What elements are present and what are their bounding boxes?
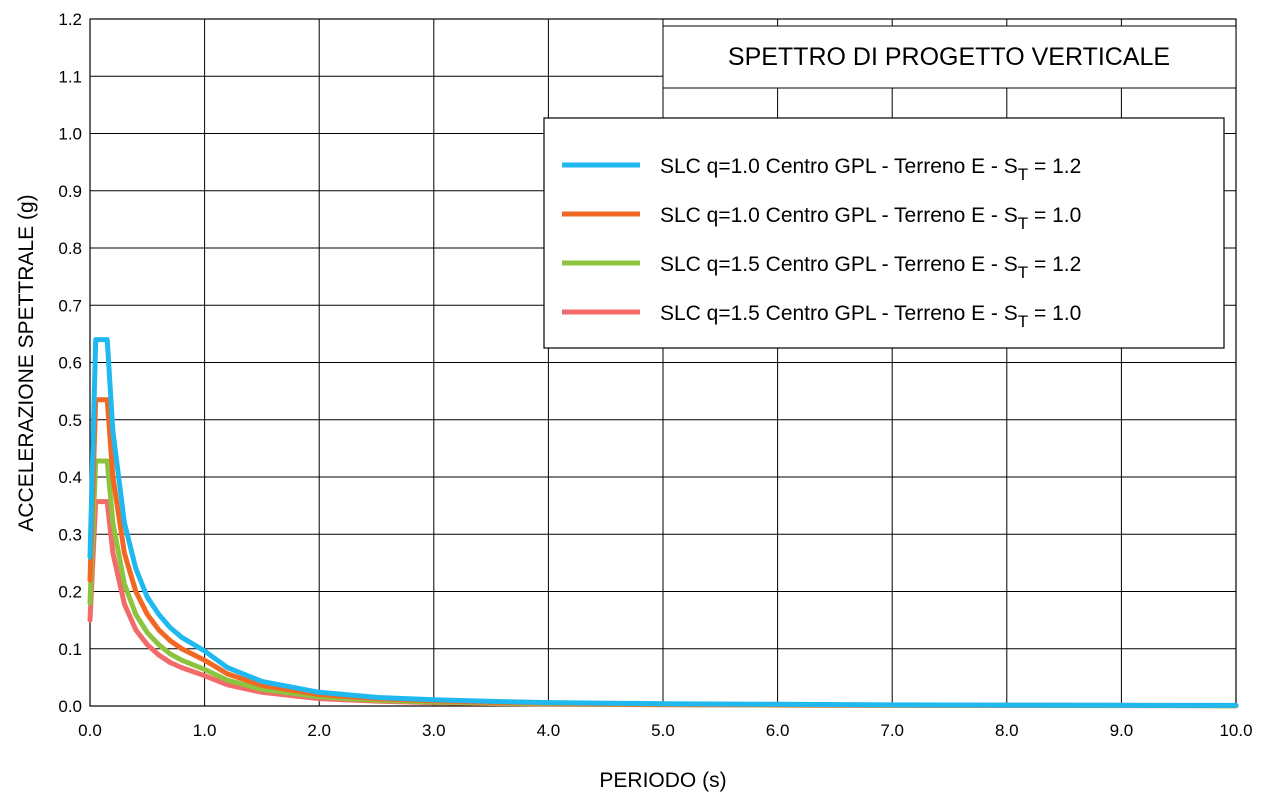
y-tick-label: 0.6	[58, 354, 82, 373]
series-layer	[87, 337, 1239, 709]
legend-box	[543, 117, 1225, 349]
legend-label: SLC q=1.5 Centro GPL - Terreno E - ST = …	[660, 302, 1081, 331]
legend-label: SLC q=1.0 Centro GPL - Terreno E - ST = …	[660, 155, 1081, 184]
x-tick-label: 7.0	[880, 721, 904, 740]
x-tick-label: 0.0	[78, 721, 102, 740]
x-tick-label: 2.0	[307, 721, 331, 740]
title-box	[662, 25, 1237, 89]
y-tick-label: 0.9	[58, 182, 82, 201]
chart-title: SPETTRO DI PROGETTO VERTICALE	[728, 43, 1170, 71]
x-tick-label: 10.0	[1219, 721, 1252, 740]
legend: SLC q=1.0 Centro GPL - Terreno E - ST = …	[543, 117, 1225, 349]
x-tick-label: 4.0	[537, 721, 561, 740]
y-tick-label: 0.2	[58, 583, 82, 602]
legend-label: SLC q=1.5 Centro GPL - Terreno E - ST = …	[660, 253, 1081, 282]
x-tick-label: 3.0	[422, 721, 446, 740]
x-tick-label: 8.0	[995, 721, 1019, 740]
x-tick-label: 6.0	[766, 721, 790, 740]
legend-label: SLC q=1.0 Centro GPL - Terreno E - ST = …	[660, 204, 1081, 233]
y-tick-label: 0.7	[58, 296, 82, 315]
y-tick-label: 0.1	[58, 640, 82, 659]
y-tick-labels: 0.0 0.1 0.2 0.3 0.4 0.5 0.6 0.7 0.8 0.9 1.0 1.1 1.2	[58, 10, 82, 716]
x-tick-label: 9.0	[1110, 721, 1134, 740]
y-tick-label: 1.1	[58, 67, 82, 86]
y-tick-label: 0.4	[58, 468, 82, 487]
x-tick-labels: 0.0 1.0 2.0 3.0 4.0 5.0 6.0 7.0 8.0 9.0 10.0	[78, 721, 1252, 740]
y-tick-label: 1.2	[58, 10, 82, 29]
x-tick-label: 5.0	[651, 721, 675, 740]
y-tick-label: 0.0	[58, 697, 82, 716]
x-tick-label: 1.0	[193, 721, 217, 740]
y-tick-label: 1.0	[58, 125, 82, 144]
y-tick-label: 0.5	[58, 411, 82, 430]
series-line	[87, 337, 1239, 708]
x-axis-title: PERIODO (s)	[599, 769, 726, 792]
y-axis-title: ACCELERAZIONE SPETTRALE (g)	[15, 194, 38, 531]
y-tick-label: 0.8	[58, 239, 82, 258]
y-tick-label: 0.3	[58, 525, 82, 544]
